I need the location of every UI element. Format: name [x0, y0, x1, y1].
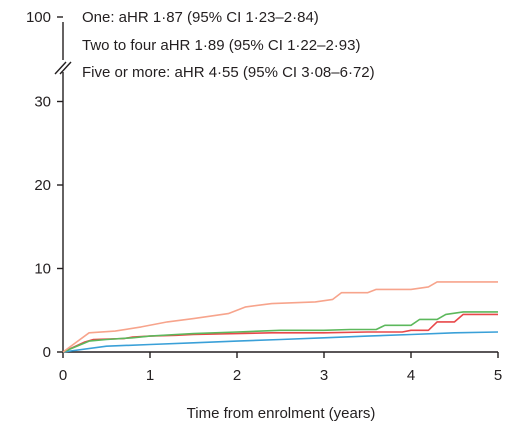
- x-tick-label: 5: [494, 367, 502, 384]
- x-tick-label: 1: [146, 367, 154, 384]
- axes: [54, 22, 498, 353]
- legend: One: aHR 1·87 (95% CI 1·23–2·84) Two to …: [82, 9, 375, 81]
- series-line-4: [62, 281, 498, 353]
- series-line-1: [62, 331, 499, 353]
- y-tick-label: 0: [43, 344, 51, 361]
- x-tick-label: 0: [59, 367, 67, 384]
- legend-line-3: Five or more: aHR 4·55 (95% CI 3·08–6·72…: [82, 64, 375, 81]
- legend-line-1: One: aHR 1·87 (95% CI 1·23–2·84): [82, 9, 319, 26]
- y-ticks: 0 10 20 30 100: [26, 9, 63, 361]
- series-line-3: [62, 311, 498, 353]
- x-tick-label: 4: [407, 367, 415, 384]
- y-tick-label: 10: [34, 261, 51, 278]
- y-tick-label: 20: [34, 177, 51, 194]
- axis-break-mark: [59, 61, 72, 75]
- x-ticks: 0 1 2 3 4 5: [59, 352, 502, 384]
- y-tick-label-break: 100: [26, 9, 51, 26]
- series-lines: [62, 281, 499, 353]
- y-tick-label: 30: [34, 94, 51, 111]
- axis-break-mark: [54, 61, 67, 75]
- x-tick-label: 2: [233, 367, 241, 384]
- legend-line-2: Two to four aHR 1·89 (95% CI 1·22–2·93): [82, 37, 360, 54]
- x-axis-label: Time from enrolment (years): [187, 405, 376, 422]
- x-tick-label: 3: [320, 367, 328, 384]
